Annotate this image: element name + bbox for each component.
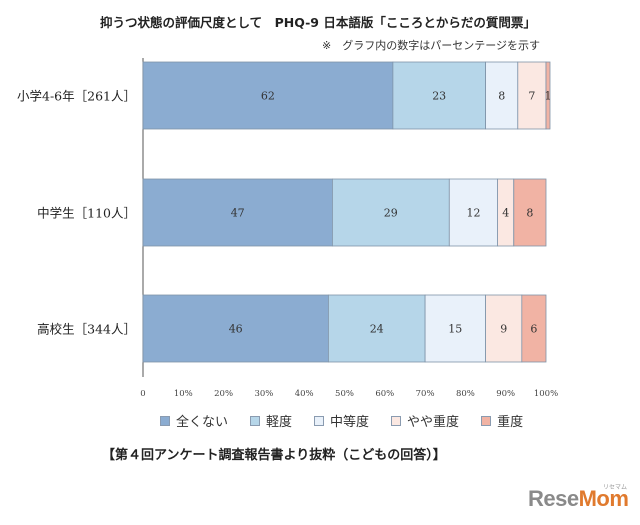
- bar-segment-4-row-2: [521, 294, 547, 363]
- x-tick-label-9: 90%: [496, 389, 515, 399]
- bar-segment-2-row-2: [424, 294, 487, 363]
- data-label-2-row-2: 15: [448, 323, 462, 336]
- data-label-0-row-0: 62: [261, 90, 275, 103]
- x-tick-label-1: 10%: [174, 389, 193, 399]
- x-tick-label-0: 0: [140, 389, 145, 399]
- data-label-4-row-0: 1: [545, 90, 552, 103]
- source-caption: 【第４回アンケート調査報告書より抜粋（こどもの回答）】: [102, 448, 446, 463]
- chart-title: 抑うつ状態の評価尺度として PHQ-9 日本語版「こころとからだの質問票」: [100, 15, 536, 30]
- logo-text-mom: Mom: [578, 486, 629, 511]
- bar-segment-0-row-0: [142, 61, 394, 130]
- bars-group: 62 23 8 7 1 47 29 12 4 8 46 24 15 9 6: [142, 61, 552, 363]
- logo-subtext: リセマム: [603, 484, 628, 491]
- data-label-2-row-0: 8: [498, 90, 505, 103]
- bar-segment-4-row-0: [545, 61, 551, 130]
- legend-swatch-4: [481, 415, 492, 426]
- legend-item-4: 重度: [481, 411, 523, 430]
- logo-text-rese: Rese: [528, 486, 579, 511]
- data-label-0-row-2: 46: [229, 323, 243, 336]
- x-tick-label-7: 70%: [416, 389, 435, 399]
- bar-segment-0-row-2: [142, 294, 329, 363]
- x-tick-label-2: 20%: [214, 389, 233, 399]
- x-tick-label-4: 40%: [295, 389, 314, 399]
- x-tick-label-10: 100%: [534, 389, 558, 399]
- y-axis-label-1: 中学生［110人］: [37, 206, 136, 221]
- x-tick-label-5: 50%: [335, 389, 354, 399]
- legend-item-0: 全くない: [160, 411, 228, 430]
- bar-segment-2-row-0: [485, 61, 519, 130]
- data-label-1-row-1: 29: [384, 207, 398, 220]
- x-axis-ticks: 0 10% 20% 30% 40% 50% 60% 70% 80% 90% 100%: [140, 389, 558, 399]
- bar-segment-1-row-1: [331, 178, 450, 247]
- y-axis-labels: 小学4-6年［261人］ 中学生［110人］ 高校生［344人］: [17, 89, 136, 337]
- y-axis-label-2: 高校生［344人］: [37, 322, 136, 337]
- legend-swatch-2: [314, 415, 325, 426]
- legend-swatch-1: [250, 415, 261, 426]
- legend-label-3: やや重度: [407, 415, 460, 430]
- data-label-2-row-1: 12: [467, 207, 481, 220]
- legend: 全くない 軽度 中等度 やや重度 重度: [160, 411, 523, 430]
- bar-segment-2-row-1: [448, 178, 499, 247]
- data-label-1-row-2: 24: [370, 323, 384, 336]
- legend-swatch-0: [160, 415, 170, 426]
- y-axis-label-0: 小学4-6年［261人］: [17, 89, 136, 104]
- legend-label-4: 重度: [497, 415, 524, 430]
- bar-segment-3-row-2: [485, 294, 523, 363]
- data-label-0-row-1: 47: [231, 207, 245, 220]
- x-tick-label-3: 30%: [254, 389, 273, 399]
- data-label-3-row-1: 4: [502, 207, 509, 220]
- legend-label-1: 軽度: [266, 415, 293, 430]
- legend-label-0: 全くない: [176, 415, 229, 430]
- data-label-4-row-1: 8: [526, 207, 533, 220]
- data-label-1-row-0: 23: [432, 90, 446, 103]
- bar-segment-0-row-1: [142, 178, 333, 247]
- data-label-4-row-2: 6: [530, 323, 537, 336]
- legend-item-3: やや重度: [391, 411, 459, 430]
- legend-swatch-3: [391, 415, 402, 426]
- legend-label-2: 中等度: [330, 415, 370, 430]
- x-tick-label-6: 60%: [375, 389, 394, 399]
- chart-note: ※ グラフ内の数字はパーセンテージを示す: [322, 39, 540, 52]
- legend-item-1: 軽度: [250, 411, 292, 430]
- bar-segment-1-row-2: [327, 294, 426, 363]
- bar-segment-4-row-1: [513, 178, 547, 247]
- legend-item-2: 中等度: [314, 411, 369, 430]
- resemom-logo: ReseMom: [528, 486, 629, 512]
- data-label-3-row-2: 9: [500, 323, 507, 336]
- x-tick-label-8: 80%: [456, 389, 475, 399]
- data-label-3-row-0: 7: [528, 90, 535, 103]
